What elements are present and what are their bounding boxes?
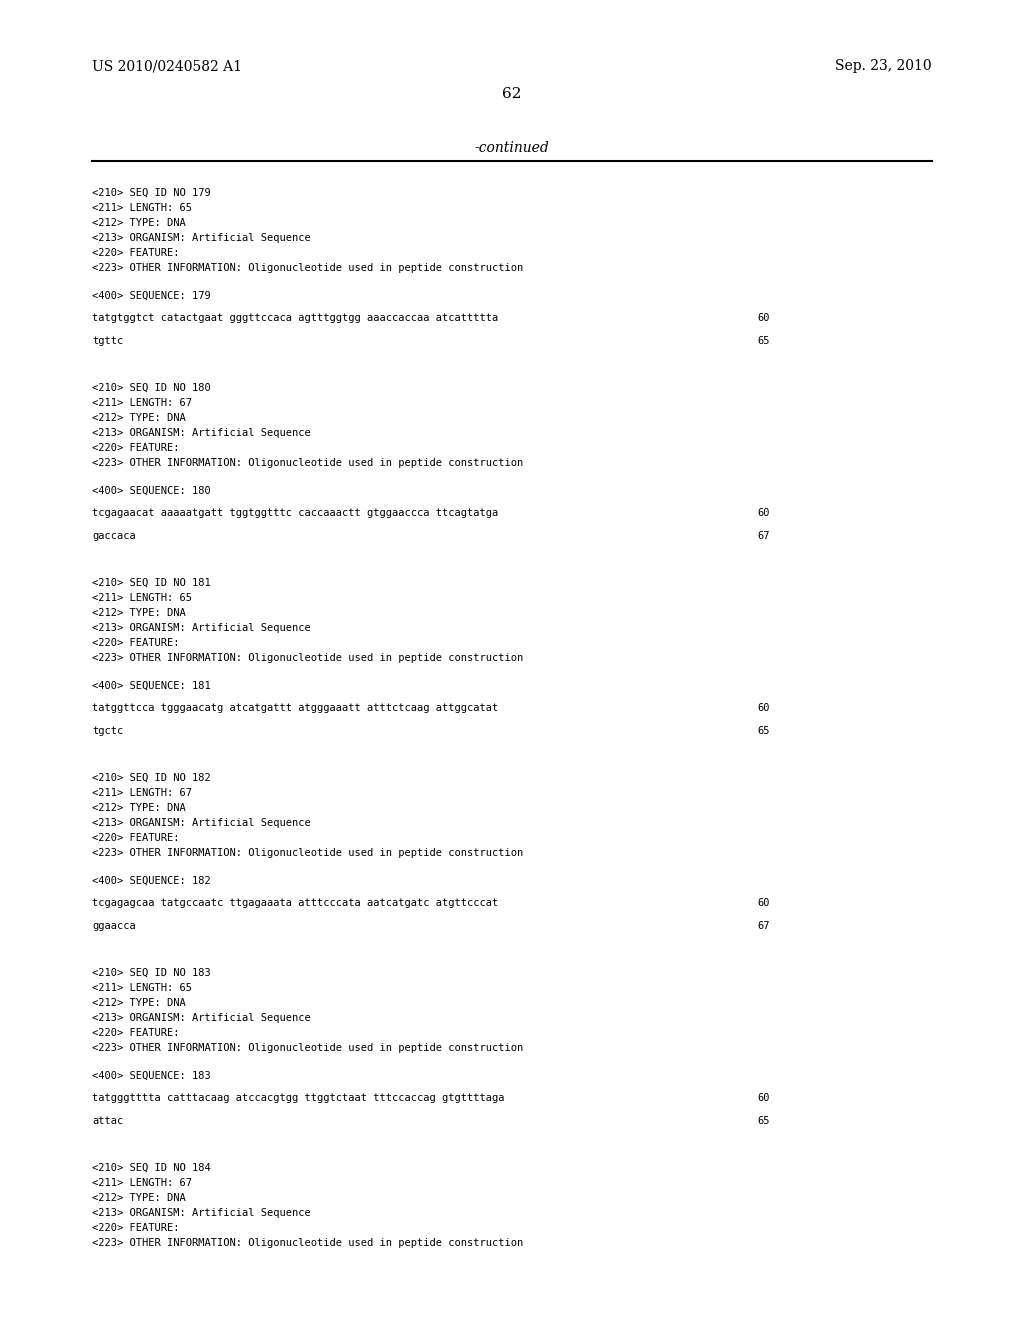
Text: <213> ORGANISM: Artificial Sequence: <213> ORGANISM: Artificial Sequence: [92, 232, 311, 243]
Text: tcgagaacat aaaaatgatt tggtggtttc caccaaactt gtggaaccca ttcagtatga: tcgagaacat aaaaatgatt tggtggtttc caccaaa…: [92, 508, 499, 519]
Text: tcgagagcaa tatgccaatc ttgagaaata atttcccata aatcatgatc atgttcccat: tcgagagcaa tatgccaatc ttgagaaata atttccc…: [92, 898, 499, 908]
Text: <211> LENGTH: 67: <211> LENGTH: 67: [92, 397, 193, 408]
Text: attac: attac: [92, 1115, 124, 1126]
Text: -continued: -continued: [475, 141, 549, 156]
Text: <400> SEQUENCE: 179: <400> SEQUENCE: 179: [92, 290, 211, 301]
Text: <211> LENGTH: 65: <211> LENGTH: 65: [92, 982, 193, 993]
Text: Sep. 23, 2010: Sep. 23, 2010: [836, 59, 932, 74]
Text: <400> SEQUENCE: 183: <400> SEQUENCE: 183: [92, 1071, 211, 1081]
Text: <213> ORGANISM: Artificial Sequence: <213> ORGANISM: Artificial Sequence: [92, 818, 311, 828]
Text: tgttc: tgttc: [92, 335, 124, 346]
Text: tatgggtttta catttacaag atccacgtgg ttggtctaat tttccaccag gtgttttaga: tatgggtttta catttacaag atccacgtgg ttggtc…: [92, 1093, 505, 1104]
Text: <212> TYPE: DNA: <212> TYPE: DNA: [92, 998, 186, 1008]
Text: <212> TYPE: DNA: <212> TYPE: DNA: [92, 413, 186, 422]
Text: <211> LENGTH: 65: <211> LENGTH: 65: [92, 202, 193, 213]
Text: <223> OTHER INFORMATION: Oligonucleotide used in peptide construction: <223> OTHER INFORMATION: Oligonucleotide…: [92, 653, 523, 664]
Text: <213> ORGANISM: Artificial Sequence: <213> ORGANISM: Artificial Sequence: [92, 1208, 311, 1218]
Text: <210> SEQ ID NO 184: <210> SEQ ID NO 184: [92, 1163, 211, 1172]
Text: <400> SEQUENCE: 182: <400> SEQUENCE: 182: [92, 875, 211, 886]
Text: <223> OTHER INFORMATION: Oligonucleotide used in peptide construction: <223> OTHER INFORMATION: Oligonucleotide…: [92, 458, 523, 469]
Text: <212> TYPE: DNA: <212> TYPE: DNA: [92, 803, 186, 813]
Text: <220> FEATURE:: <220> FEATURE:: [92, 1224, 179, 1233]
Text: gaccaca: gaccaca: [92, 531, 136, 541]
Text: US 2010/0240582 A1: US 2010/0240582 A1: [92, 59, 242, 74]
Text: tgctc: tgctc: [92, 726, 124, 737]
Text: <223> OTHER INFORMATION: Oligonucleotide used in peptide construction: <223> OTHER INFORMATION: Oligonucleotide…: [92, 263, 523, 273]
Text: 60: 60: [758, 508, 770, 519]
Text: <220> FEATURE:: <220> FEATURE:: [92, 638, 179, 648]
Text: <400> SEQUENCE: 180: <400> SEQUENCE: 180: [92, 486, 211, 495]
Text: <220> FEATURE:: <220> FEATURE:: [92, 833, 179, 843]
Text: <212> TYPE: DNA: <212> TYPE: DNA: [92, 607, 186, 618]
Text: <223> OTHER INFORMATION: Oligonucleotide used in peptide construction: <223> OTHER INFORMATION: Oligonucleotide…: [92, 1043, 523, 1053]
Text: 60: 60: [758, 1093, 770, 1104]
Text: <210> SEQ ID NO 181: <210> SEQ ID NO 181: [92, 577, 211, 587]
Text: 65: 65: [758, 335, 770, 346]
Text: <210> SEQ ID NO 182: <210> SEQ ID NO 182: [92, 772, 211, 783]
Text: 67: 67: [758, 921, 770, 931]
Text: <210> SEQ ID NO 180: <210> SEQ ID NO 180: [92, 383, 211, 392]
Text: <211> LENGTH: 65: <211> LENGTH: 65: [92, 593, 193, 603]
Text: <210> SEQ ID NO 179: <210> SEQ ID NO 179: [92, 187, 211, 198]
Text: 62: 62: [502, 87, 522, 102]
Text: <220> FEATURE:: <220> FEATURE:: [92, 248, 179, 259]
Text: <210> SEQ ID NO 183: <210> SEQ ID NO 183: [92, 968, 211, 978]
Text: tatggttcca tgggaacatg atcatgattt atgggaaatt atttctcaag attggcatat: tatggttcca tgggaacatg atcatgattt atgggaa…: [92, 704, 499, 713]
Text: <212> TYPE: DNA: <212> TYPE: DNA: [92, 1193, 186, 1203]
Text: <213> ORGANISM: Artificial Sequence: <213> ORGANISM: Artificial Sequence: [92, 623, 311, 634]
Text: <220> FEATURE:: <220> FEATURE:: [92, 444, 179, 453]
Text: <211> LENGTH: 67: <211> LENGTH: 67: [92, 788, 193, 797]
Text: ggaacca: ggaacca: [92, 921, 136, 931]
Text: 60: 60: [758, 313, 770, 323]
Text: 60: 60: [758, 898, 770, 908]
Text: <211> LENGTH: 67: <211> LENGTH: 67: [92, 1177, 193, 1188]
Text: <223> OTHER INFORMATION: Oligonucleotide used in peptide construction: <223> OTHER INFORMATION: Oligonucleotide…: [92, 1238, 523, 1249]
Text: <220> FEATURE:: <220> FEATURE:: [92, 1028, 179, 1039]
Text: <213> ORGANISM: Artificial Sequence: <213> ORGANISM: Artificial Sequence: [92, 1012, 311, 1023]
Text: <223> OTHER INFORMATION: Oligonucleotide used in peptide construction: <223> OTHER INFORMATION: Oligonucleotide…: [92, 849, 523, 858]
Text: 65: 65: [758, 726, 770, 737]
Text: 65: 65: [758, 1115, 770, 1126]
Text: tatgtggtct catactgaat gggttccaca agtttggtgg aaaccaccaa atcattttta: tatgtggtct catactgaat gggttccaca agtttgg…: [92, 313, 499, 323]
Text: <400> SEQUENCE: 181: <400> SEQUENCE: 181: [92, 680, 211, 690]
Text: 67: 67: [758, 531, 770, 541]
Text: <212> TYPE: DNA: <212> TYPE: DNA: [92, 218, 186, 228]
Text: <213> ORGANISM: Artificial Sequence: <213> ORGANISM: Artificial Sequence: [92, 428, 311, 438]
Text: 60: 60: [758, 704, 770, 713]
